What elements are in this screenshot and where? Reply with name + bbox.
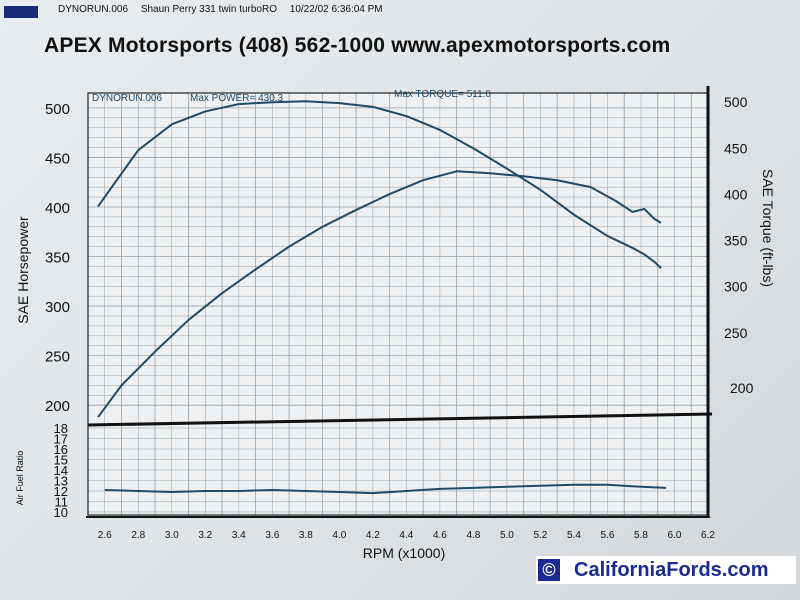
header-run-file: DYNORUN.006 (58, 4, 129, 15)
header-description: Shaun Perry 331 twin turboRO (140, 4, 277, 15)
y-tick-right: 250 (724, 325, 748, 341)
y-tick-right: 350 (724, 233, 748, 249)
annotation-max-torque: Max TORQUE= 511.0 (394, 89, 491, 100)
x-tick: 4.6 (433, 530, 447, 541)
y-tick-right: 450 (724, 140, 748, 156)
y-tick-left: 400 (45, 200, 70, 217)
y-axis-title-left: SAE Horsepower (15, 216, 31, 324)
x-tick: 5.2 (533, 530, 547, 541)
y-tick-left: 350 (45, 250, 70, 267)
afr-tick: 10 (54, 505, 68, 520)
y-tick-right: 300 (724, 279, 748, 295)
afr-tick: 16 (54, 442, 68, 457)
x-tick: 3.2 (198, 530, 212, 541)
afr-tick: 15 (54, 453, 68, 468)
x-tick: 3.8 (299, 530, 313, 541)
afr-tick: 12 (54, 484, 68, 499)
axis-labels: 200 250 300 350 400 450 500 250 300 350 400 450 500 2… (15, 94, 776, 561)
x-tick: 5.0 (500, 530, 514, 541)
y-tick-left: 500 (45, 101, 70, 118)
power-torque-plot-area (88, 93, 708, 425)
series (97, 100, 667, 495)
panel-divider (87, 412, 713, 427)
torque-line (97, 100, 662, 269)
x-tick: 5.4 (567, 530, 581, 541)
x-tick: 2.8 (131, 530, 145, 541)
y-tick-right: 500 (724, 94, 748, 110)
y-tick-left: 200 (45, 398, 70, 415)
annotation-run: DYNORUN.006 (92, 93, 162, 104)
x-tick: 4.4 (399, 530, 413, 541)
y-tick-left: 300 (45, 299, 70, 316)
corner-mark (4, 6, 38, 18)
x-tick: 4.2 (366, 530, 380, 541)
x-tick: 2.6 (98, 530, 112, 541)
x-tick: 4.8 (466, 530, 480, 541)
y-tick-left: 250 (45, 349, 70, 366)
y-tick-right: 200 (730, 380, 754, 396)
x-axis-title: RPM (x1000) (363, 545, 445, 561)
x-tick: 6.2 (701, 530, 715, 541)
page-title: APEX Motorsports (408) 562-1000 www.apex… (44, 34, 671, 57)
afr-tick: 17 (54, 432, 68, 447)
afr-tick: 14 (54, 463, 68, 478)
copyright-icon: © (538, 559, 560, 581)
y-tick-right: 400 (724, 186, 748, 202)
axes (86, 86, 713, 518)
x-tick: 5.6 (601, 530, 615, 541)
air-fuel-ratio-line (104, 483, 667, 495)
annotation-max-power: Max POWER= 430.3 (190, 93, 284, 104)
x-tick: 3.6 (265, 530, 279, 541)
y-axis-title-right: SAE Torque (ft-lbs) (760, 169, 776, 287)
afr-tick: 11 (55, 495, 69, 510)
afr-axis-title: Air Fuel Ratio (15, 451, 25, 506)
watermark: © CaliforniaFords.com (536, 556, 796, 584)
x-tick: 3.4 (232, 530, 246, 541)
x-tick: 3.0 (165, 530, 179, 541)
header-timestamp: 10/22/02 6:36:04 PM (289, 4, 383, 15)
x-tick: 4.0 (332, 530, 346, 541)
afr-tick: 18 (54, 421, 68, 436)
x-tick: 5.8 (634, 530, 648, 541)
y-tick-left: 450 (45, 150, 70, 167)
horsepower-line (97, 170, 662, 418)
watermark-text: CaliforniaFords.com (574, 558, 769, 581)
header-line: DYNORUN.006 Shaun Perry 331 twin turboRO… (58, 4, 393, 15)
afr-tick: 13 (54, 474, 68, 489)
x-tick: 6.0 (668, 530, 682, 541)
